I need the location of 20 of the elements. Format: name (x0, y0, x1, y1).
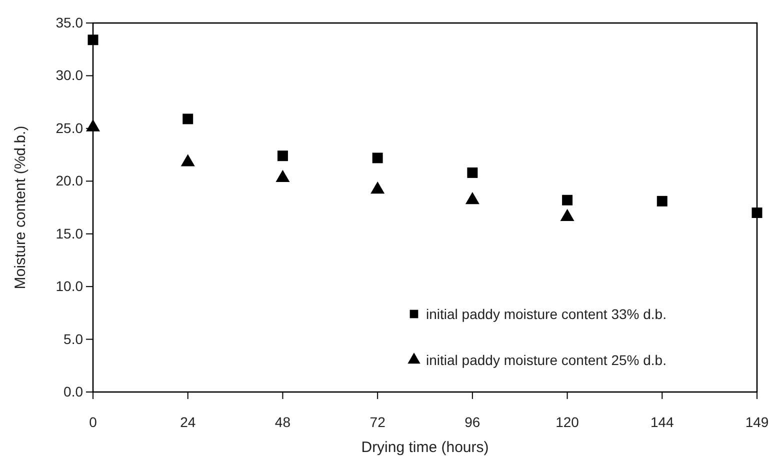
legend-label: initial paddy moisture content 25% d.b. (426, 352, 666, 368)
x-tick-label: 149 (745, 414, 769, 430)
y-tick-label: 10.0 (56, 278, 84, 294)
x-tick-label: 120 (556, 414, 580, 430)
y-axis-title: Moisture content (%d.b.) (12, 126, 29, 290)
x-tick-label: 24 (180, 414, 196, 430)
y-tick-label: 35.0 (56, 14, 84, 30)
x-tick-label: 144 (650, 414, 674, 430)
legend-label: initial paddy moisture content 33% d.b. (426, 306, 666, 322)
y-tick-label: 0.0 (64, 383, 84, 400)
y-tick-label: 5.0 (64, 330, 84, 347)
x-tick-label: 48 (274, 414, 291, 430)
y-tick-label: 30.0 (56, 67, 84, 84)
y-tick-label: 15.0 (56, 225, 84, 242)
y-tick-label: 20.0 (56, 172, 84, 189)
x-tick-label: 96 (464, 414, 480, 430)
x-tick-label: 72 (370, 414, 386, 430)
y-tick-label: 25.0 (56, 120, 84, 136)
x-axis-title: Drying time (hours) (361, 439, 489, 456)
x-tick-label: 0 (89, 414, 98, 430)
